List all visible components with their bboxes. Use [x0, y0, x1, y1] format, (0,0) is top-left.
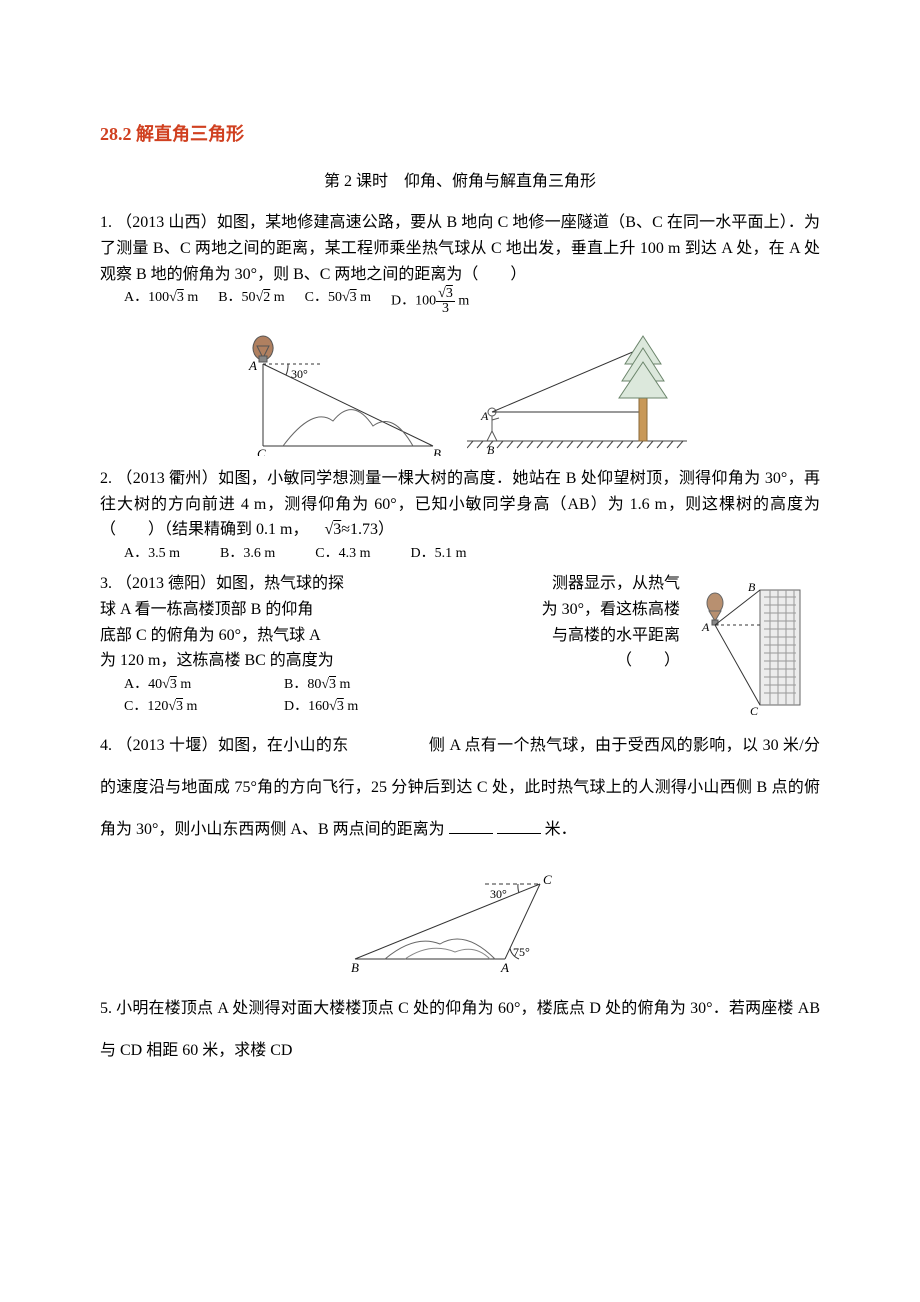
q2-text: （2013 衢州）如图，小敏同学想测量一棵大树的高度．她站在 B 处仰望树顶，测… — [100, 470, 820, 538]
svg-text:A: A — [248, 358, 257, 373]
blank-line — [449, 817, 493, 834]
q2-opt-d: D．5.1 m — [410, 543, 466, 565]
svg-text:A: A — [701, 620, 710, 634]
q1-number: 1. — [100, 210, 112, 236]
svg-text:75°: 75° — [513, 945, 530, 959]
section-title: 28.2 解直角三角形 — [100, 120, 820, 149]
svg-text:A: A — [500, 960, 509, 974]
q1-opt-c: C．50√3 m — [305, 287, 371, 316]
svg-text:B: B — [433, 446, 441, 456]
svg-text:C: C — [750, 704, 759, 715]
svg-text:B: B — [487, 443, 495, 456]
question-5: 5. 小明在楼顶点 A 处测得对面大楼楼顶点 C 处的仰角为 60°，楼底点 D… — [100, 988, 820, 1071]
question-4: 4. （2013 十堰）如图，在小山的东 侧 A 点有一个热气球，由于受西风的影… — [100, 725, 820, 850]
q1-opt-d: D．100√33 m — [391, 287, 469, 316]
q3-opt-b: B．80√3 m — [284, 674, 444, 696]
q4-tail: 米． — [545, 821, 577, 838]
q1-q2-figures: 30° A B C A B — [100, 326, 820, 456]
question-2: 2. （2013 衢州）如图，小敏同学想测量一棵大树的高度．她站在 B 处仰望树… — [100, 466, 820, 565]
q2-opt-b: B．3.6 m — [220, 543, 275, 565]
q1-text: （2013 山西）如图，某地修建高速公路，要从 B 地向 C 地修一座隧道（B、… — [100, 214, 820, 282]
q2-opt-a: A．3.5 m — [124, 543, 180, 565]
q5-number: 5. — [100, 988, 112, 1030]
q2-opt-c: C．4.3 m — [315, 543, 370, 565]
question-1: 1. （2013 山西）如图，某地修建高速公路，要从 B 地向 C 地修一座隧道… — [100, 210, 820, 316]
figure-q1: 30° A B C — [233, 326, 463, 456]
q3-opt-a: A．40√3 m — [124, 674, 284, 696]
svg-text:B: B — [351, 960, 359, 974]
svg-text:A: A — [480, 409, 489, 423]
figure-q2: A B — [467, 326, 687, 456]
q3-opt-c: C．120√3 m — [124, 696, 284, 718]
q2-options: A．3.5 m B．3.6 m C．4.3 m D．5.1 m — [124, 543, 820, 565]
question-3: B C A 3. （2013 德阳）如图，热气球的探 测器显示，从热气 球 A … — [100, 571, 820, 719]
q5-text: 小明在楼顶点 A 处测得对面大楼楼顶点 C 处的仰角为 60°，楼底点 D 处的… — [100, 1000, 820, 1059]
figure-q3: B C A — [700, 575, 810, 715]
fig1-angle: 30° — [291, 367, 308, 381]
lesson-title: 第 2 课时 仰角、俯角与解直角三角形 — [100, 169, 820, 195]
q1-opt-a: A．100√3 m — [124, 287, 198, 316]
svg-text:C: C — [543, 872, 552, 887]
q3-opt-d: D．160√3 m — [284, 696, 444, 718]
q3-number: 3. — [100, 571, 112, 597]
blank-line — [497, 817, 541, 834]
svg-text:C: C — [257, 446, 266, 456]
q3-text: （2013 德阳）如图，热气球的探 — [116, 575, 344, 592]
q1-opt-b: B．50√2 m — [218, 287, 284, 316]
svg-text:30°: 30° — [490, 887, 507, 901]
q3-options: A．40√3 m B．80√3 m C．120√3 m D．160√3 m — [124, 674, 444, 719]
q4-number: 4. — [100, 725, 112, 767]
svg-text:B: B — [748, 580, 756, 594]
q2-number: 2. — [100, 466, 112, 492]
q1-options: A．100√3 m B．50√2 m C．50√3 m D．100√33 m — [124, 287, 820, 316]
figure-q4: 30° 75° B A C — [100, 864, 820, 974]
